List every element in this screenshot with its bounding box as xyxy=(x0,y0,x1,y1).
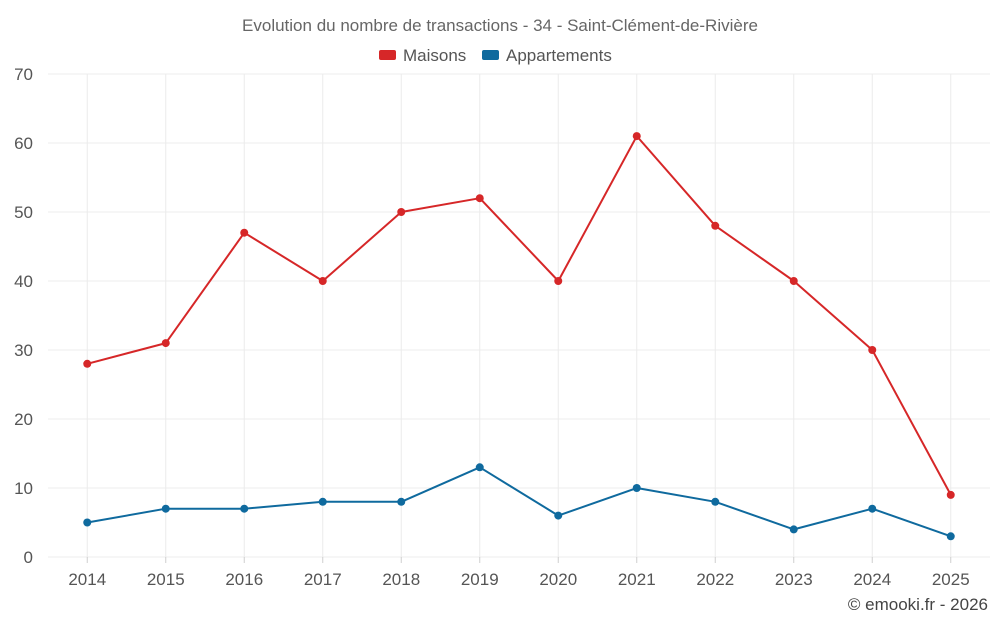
legend-item-maisons[interactable]: Maisons xyxy=(379,46,466,65)
y-tick-label: 60 xyxy=(14,134,33,153)
y-tick-label: 50 xyxy=(14,203,33,222)
data-point-maisons[interactable] xyxy=(554,277,563,285)
data-point-appartements[interactable] xyxy=(318,497,327,506)
data-point-maisons[interactable] xyxy=(632,132,641,141)
series-line-appartements xyxy=(87,466,952,538)
x-tick-label: 2024 xyxy=(853,570,891,589)
legend-item-appartements[interactable]: Appartements xyxy=(482,46,612,65)
series-layer xyxy=(83,132,955,541)
y-tick-label: 70 xyxy=(14,65,33,84)
axis-layer: 0 10 20 30 40 50 60 70 2014 2015 2016 2017 2018 2019 2… xyxy=(14,65,970,589)
data-point-appartements[interactable] xyxy=(161,504,170,513)
y-tick-label: 30 xyxy=(14,341,33,360)
x-tick-label: 2022 xyxy=(696,570,734,589)
legend: Maisons Appartements xyxy=(379,46,612,65)
data-point-appartements[interactable] xyxy=(946,532,955,541)
data-point-maisons[interactable] xyxy=(711,221,720,230)
data-point-maisons[interactable] xyxy=(868,346,877,354)
data-point-maisons[interactable] xyxy=(397,208,406,216)
y-tick-label: 0 xyxy=(24,548,33,567)
y-tick-label: 20 xyxy=(14,410,33,429)
y-tick-label: 10 xyxy=(14,479,33,498)
y-tick-label: 40 xyxy=(14,272,33,291)
x-tick-label: 2019 xyxy=(461,570,499,589)
data-point-appartements[interactable] xyxy=(83,518,92,527)
x-tick-label: 2015 xyxy=(147,570,185,589)
series-line-maisons xyxy=(87,135,952,496)
data-point-appartements[interactable] xyxy=(397,497,406,506)
data-point-appartements[interactable] xyxy=(632,484,641,492)
x-tick-label: 2020 xyxy=(539,570,577,589)
grid-layer xyxy=(48,73,990,558)
data-point-maisons[interactable] xyxy=(83,359,92,368)
legend-label-appartements: Appartements xyxy=(506,46,612,65)
x-tick-label: 2021 xyxy=(618,570,656,589)
data-point-appartements[interactable] xyxy=(475,463,484,472)
data-point-appartements[interactable] xyxy=(868,504,877,513)
data-point-maisons[interactable] xyxy=(161,339,170,348)
data-point-maisons[interactable] xyxy=(475,194,484,203)
data-point-appartements[interactable] xyxy=(789,525,798,534)
x-tick-label: 2018 xyxy=(382,570,420,589)
credit-text: © emooki.fr - 2026 xyxy=(848,595,988,614)
x-tick-label: 2014 xyxy=(68,570,106,589)
legend-swatch-maisons xyxy=(379,50,396,60)
chart-title: Evolution du nombre de transactions - 34… xyxy=(242,16,758,35)
data-point-appartements[interactable] xyxy=(240,504,249,513)
data-point-maisons[interactable] xyxy=(789,277,798,285)
x-tick-label: 2023 xyxy=(775,570,813,589)
data-point-appartements[interactable] xyxy=(711,497,720,506)
data-point-maisons[interactable] xyxy=(318,277,327,285)
data-point-maisons[interactable] xyxy=(946,490,955,499)
legend-label-maisons: Maisons xyxy=(403,46,466,65)
x-tick-label: 2025 xyxy=(932,570,970,589)
x-tick-label: 2016 xyxy=(225,570,263,589)
data-point-maisons[interactable] xyxy=(240,228,249,237)
x-tick-label: 2017 xyxy=(304,570,342,589)
legend-swatch-appartements xyxy=(482,50,499,60)
data-point-appartements[interactable] xyxy=(554,511,563,520)
